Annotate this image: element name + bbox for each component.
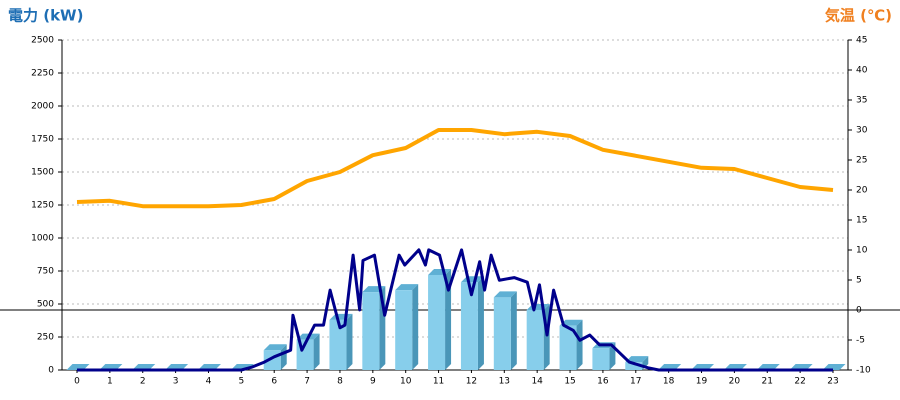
bar [395, 290, 413, 370]
bar-top [395, 284, 419, 291]
bar [493, 297, 511, 370]
bar-top [493, 291, 517, 298]
y-tick-label: 750 [37, 267, 54, 277]
x-tick-label: 21 [762, 377, 773, 387]
y2-tick-label: -10 [856, 366, 871, 376]
x-tick-label: 20 [729, 377, 741, 387]
bar-side [510, 291, 517, 370]
bar [460, 282, 478, 370]
bar [329, 319, 347, 370]
x-tick-label: 19 [696, 377, 708, 387]
x-tick-label: 1 [107, 377, 113, 387]
x-tick-label: 0 [74, 377, 80, 387]
x-tick-label: 15 [564, 377, 575, 387]
x-tick-label: 6 [271, 377, 277, 387]
y-tick-label: 1250 [31, 201, 54, 211]
y2-tick-label: 5 [856, 276, 862, 286]
y-tick-label: 2000 [31, 102, 54, 112]
y2-tick-label: 35 [856, 96, 867, 106]
bar [559, 325, 577, 370]
power-line [77, 248, 833, 372]
right-axis-title: 気温 (℃) [825, 7, 892, 25]
y2-tick-label: -5 [856, 336, 865, 346]
temperature-line [76, 128, 834, 209]
bar-side [412, 284, 419, 370]
bar [428, 274, 446, 370]
bar-side [346, 313, 353, 370]
bar [526, 309, 544, 370]
y2-tick-label: 10 [856, 246, 868, 256]
x-tick-label: 22 [794, 377, 805, 387]
bar [592, 348, 610, 370]
x-tick-label: 8 [337, 377, 343, 387]
x-tick-label: 9 [370, 377, 376, 387]
x-tick-label: 7 [304, 377, 310, 387]
bar-side [313, 333, 320, 370]
y-tick-label: 1750 [31, 135, 54, 145]
bar-side [477, 276, 484, 370]
bar-top [625, 356, 649, 363]
left-axis-title: 電力 (kW) [8, 7, 83, 25]
y-tick-label: 2500 [31, 36, 54, 46]
bar [362, 292, 380, 370]
bar-top [559, 319, 583, 326]
x-tick-label: 5 [238, 377, 244, 387]
x-tick-label: 12 [466, 377, 477, 387]
y-tick-label: 1500 [31, 168, 54, 178]
x-tick-label: 3 [173, 377, 179, 387]
y-tick-label: 2250 [31, 69, 54, 79]
x-tick-label: 17 [630, 377, 641, 387]
y2-tick-label: 25 [856, 156, 867, 166]
x-tick-label: 23 [827, 377, 838, 387]
y-tick-label: 500 [37, 300, 54, 310]
y2-tick-label: 40 [856, 66, 868, 76]
x-tick-label: 14 [531, 377, 543, 387]
y2-tick-label: 15 [856, 216, 867, 226]
x-tick-label: 4 [206, 377, 212, 387]
y2-tick-label: 20 [856, 186, 868, 196]
y2-tick-label: 30 [856, 126, 868, 136]
bar-side [280, 344, 287, 370]
x-tick-label: 10 [400, 377, 412, 387]
bar-top [263, 344, 287, 351]
x-tick-label: 16 [597, 377, 609, 387]
x-tick-label: 13 [499, 377, 510, 387]
bar-side [445, 268, 452, 370]
x-tick-label: 11 [433, 377, 444, 387]
y-tick-label: 250 [37, 333, 54, 343]
y-tick-label: 1000 [31, 234, 54, 244]
y2-tick-label: 45 [856, 36, 867, 46]
bar-side [576, 319, 583, 370]
x-tick-label: 18 [663, 377, 675, 387]
bar [625, 362, 643, 370]
y-tick-label: 0 [48, 366, 54, 376]
x-tick-label: 2 [140, 377, 146, 387]
